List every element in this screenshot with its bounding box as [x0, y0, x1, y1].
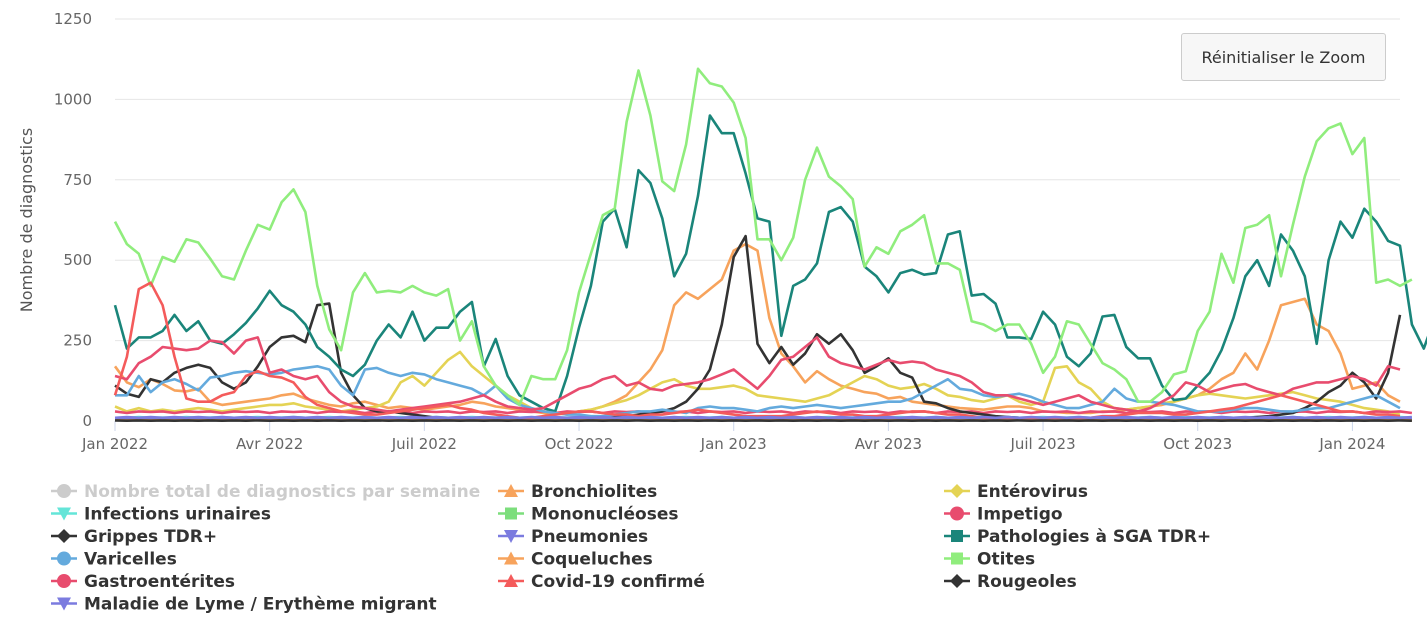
series-line-13[interactable] [113, 281, 1401, 420]
legend-item[interactable]: Rougeoles [944, 572, 1077, 592]
legend-item[interactable]: Infections urinaires [51, 505, 271, 525]
x-tick-label: Juil 2023 [1009, 435, 1075, 453]
series-line-8[interactable] [113, 114, 1427, 413]
reset-zoom-button[interactable]: Réinitialiser le Zoom [1181, 33, 1386, 81]
y-tick-label: 0 [82, 412, 92, 430]
x-tick-label: Juil 2022 [391, 435, 457, 453]
legend-label: Nombre total de diagnostics par semaine [84, 482, 480, 502]
legend-label: Entérovirus [977, 482, 1088, 502]
y-tick-label: 1000 [54, 90, 92, 108]
series-line-15[interactable] [114, 415, 1412, 420]
legend-item[interactable]: Grippes TDR+ [51, 527, 217, 547]
legend-label: Mononucléoses [531, 505, 678, 525]
series-lines [113, 67, 1427, 423]
legend-item[interactable]: Varicelles [51, 550, 177, 570]
y-axis: 0 250 500 750 1000 1250 [54, 10, 92, 430]
legend-item[interactable]: Bronchiolites [498, 482, 657, 502]
series-line-11[interactable] [113, 67, 1413, 407]
legend-item[interactable]: Pneumonies [498, 527, 648, 547]
x-tick-label: Oct 2023 [1163, 435, 1232, 453]
series-line-9[interactable] [115, 364, 1401, 418]
series-line-12[interactable] [114, 336, 1401, 413]
legend-label: Coqueluches [531, 550, 653, 570]
legend-item[interactable]: Entérovirus [944, 482, 1088, 502]
legend-label: Rougeoles [977, 572, 1077, 592]
legend-label: Pneumonies [531, 527, 648, 547]
legend-item[interactable]: Covid-19 confirmé [498, 572, 705, 592]
legend-label: Pathologies à SGA TDR+ [977, 527, 1211, 547]
legend-label: Grippes TDR+ [84, 527, 217, 547]
series-line-2[interactable] [114, 350, 1401, 416]
x-tick-label: Jan 2024 [1318, 435, 1385, 453]
x-tick-label: Avr 2023 [855, 435, 922, 453]
legend-item[interactable]: Impetigo [944, 505, 1063, 525]
x-tick-label: Oct 2022 [545, 435, 614, 453]
x-axis: Jan 2022 Avr 2022 Juil 2022 Oct 2022 Jan 202… [81, 420, 1400, 453]
x-tick-label: Avr 2022 [236, 435, 303, 453]
y-axis-title: Nombre de diagnostics [17, 128, 36, 312]
legend-label: Bronchiolites [531, 482, 657, 502]
legend-label: Maladie de Lyme / Erythème migrant [84, 595, 437, 615]
legend-item[interactable]: Coqueluches [498, 550, 653, 570]
y-tick-label: 750 [63, 171, 92, 189]
legend-label: Infections urinaires [84, 505, 271, 525]
y-tick-label: 1250 [54, 10, 92, 28]
legend-item[interactable]: Gastroentérites [51, 572, 235, 592]
x-tick-label: Jan 2023 [700, 435, 767, 453]
legend-label: Varicelles [84, 550, 177, 570]
y-tick-label: 250 [63, 332, 92, 350]
legend-label: Covid-19 confirmé [531, 572, 705, 592]
legend-item[interactable]: Otites [944, 550, 1035, 570]
legend-label: Gastroentérites [84, 572, 235, 592]
legend-item[interactable]: Maladie de Lyme / Erythème migrant [51, 595, 437, 615]
legend-item[interactable]: Pathologies à SGA TDR+ [944, 527, 1211, 547]
legend-item[interactable]: Mononucléoses [498, 505, 678, 525]
x-tick-label: Jan 2022 [81, 435, 148, 453]
y-tick-label: 500 [63, 251, 92, 269]
legend: Nombre total de diagnostics par semaine B… [51, 482, 1211, 615]
legend-item[interactable]: Nombre total de diagnostics par semaine [51, 482, 480, 502]
legend-label: Impetigo [977, 505, 1063, 525]
legend-label: Otites [977, 550, 1035, 570]
